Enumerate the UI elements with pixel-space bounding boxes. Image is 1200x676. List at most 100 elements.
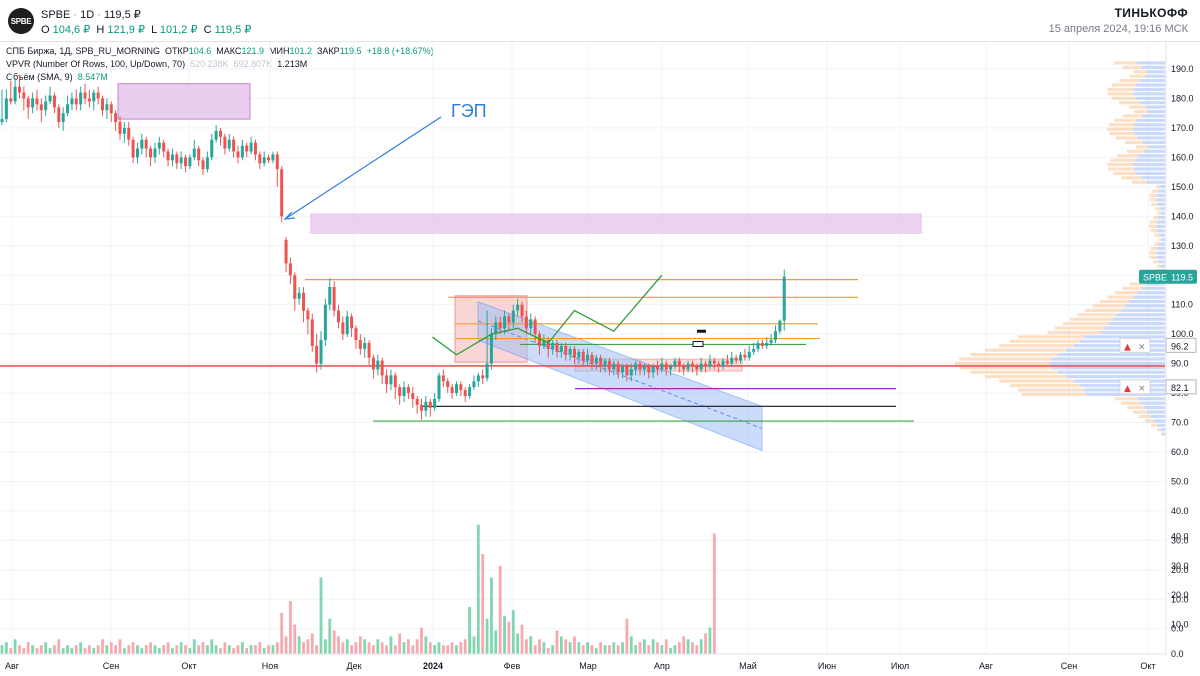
vp-down-bar bbox=[1133, 410, 1148, 414]
volume-tick-label: 20.0 bbox=[1171, 590, 1189, 600]
candle-body bbox=[669, 366, 673, 370]
legend-volume[interactable]: Объём (SMA, 9) 8.547M bbox=[6, 72, 108, 82]
volume-bar bbox=[337, 636, 340, 654]
price-tick-label: 130.0 bbox=[1171, 241, 1194, 251]
candle-body bbox=[223, 136, 227, 149]
candle-body bbox=[572, 348, 576, 358]
vp-down-bar bbox=[1135, 145, 1150, 149]
candle-body bbox=[481, 375, 485, 379]
candle-body bbox=[446, 381, 450, 388]
price-tick-label: 40.0 bbox=[1171, 506, 1189, 516]
candle-body bbox=[57, 107, 61, 123]
vp-up-bar bbox=[1159, 207, 1165, 211]
candle-body bbox=[170, 154, 174, 161]
vp-down-bar bbox=[1107, 92, 1134, 96]
interval[interactable]: 1D bbox=[80, 9, 95, 21]
volume-bar bbox=[18, 645, 21, 654]
vp-up-bar bbox=[1138, 154, 1165, 158]
volume-bar bbox=[638, 642, 642, 654]
price-tick-label: 0.0 bbox=[1171, 624, 1184, 634]
vp-down-bar bbox=[1017, 335, 1084, 339]
vp-up-bar bbox=[1137, 397, 1165, 401]
low-label: L bbox=[151, 24, 157, 36]
candle-body bbox=[717, 363, 721, 367]
symbol[interactable]: SPBE bbox=[41, 9, 71, 21]
candle-body bbox=[319, 340, 323, 364]
candle-body bbox=[546, 340, 550, 349]
vp-up-bar bbox=[1133, 127, 1165, 131]
volume-bar bbox=[88, 645, 91, 654]
candle-body bbox=[747, 351, 751, 358]
candle-body bbox=[179, 157, 183, 164]
ohlc-line: O 104,6 ₽ H 121,9 ₽ L 101,2 ₽ C 119,5 ₽ bbox=[41, 23, 251, 36]
volume-bar bbox=[485, 618, 489, 654]
volume-bar bbox=[407, 639, 410, 654]
time-axis[interactable]: Авг Сен Окт Ноя Дек 2024 Фев Мар Апр Май Июн Июл Авг… bbox=[0, 653, 1166, 671]
volume-bar bbox=[39, 645, 43, 654]
alert-close-icon: × bbox=[1138, 384, 1146, 394]
vp-down-bar bbox=[1122, 286, 1142, 290]
vp-down-bar bbox=[1151, 202, 1158, 206]
candle-body bbox=[135, 148, 139, 158]
candle-body bbox=[66, 104, 70, 114]
candle-body bbox=[450, 387, 454, 394]
vp-down-bar bbox=[1100, 299, 1130, 304]
volume-bar bbox=[411, 645, 415, 654]
volume-bar bbox=[389, 636, 393, 654]
vp-up-bar bbox=[1135, 83, 1165, 87]
time-tick-label: Май bbox=[739, 661, 757, 671]
volume-bar bbox=[507, 621, 511, 654]
volume-bar bbox=[236, 645, 240, 654]
volume-bar bbox=[503, 615, 506, 654]
vp-down-bar bbox=[1114, 118, 1138, 122]
candle-body bbox=[656, 366, 659, 370]
vp-down-bar bbox=[1115, 291, 1138, 295]
candle-body bbox=[122, 127, 126, 134]
volume-bar bbox=[599, 642, 603, 654]
vp-down-bar bbox=[1109, 132, 1135, 136]
vp-up-bar bbox=[1147, 109, 1165, 114]
legend-vpvr[interactable]: VPVR (Number Of Rows, 100, Up/Down, 70) … bbox=[6, 59, 307, 69]
candle-body bbox=[607, 360, 611, 370]
candle-body bbox=[205, 157, 209, 170]
candle-body bbox=[411, 393, 415, 399]
vp-down-bar bbox=[1157, 428, 1161, 432]
volume-bar bbox=[590, 645, 594, 654]
legend-main-series[interactable]: СПБ Биржа, 1Д, SPB_RU_MORNING ОТКР104.6 … bbox=[6, 46, 434, 56]
volume-bar bbox=[210, 639, 214, 654]
vp-down-bar bbox=[1108, 167, 1134, 171]
candle-body bbox=[70, 98, 74, 105]
legend-vpvr-name: VPVR (Number Of Rows, 100, Up/Down, 70) bbox=[6, 59, 186, 69]
vp-down-bar bbox=[1121, 176, 1141, 180]
candle-body bbox=[586, 354, 590, 361]
volume-bar bbox=[621, 642, 624, 654]
candle-body bbox=[280, 169, 284, 217]
candle-body bbox=[507, 316, 511, 323]
volume-bar bbox=[415, 639, 419, 654]
candle-body bbox=[371, 357, 375, 370]
vp-up-bar bbox=[1049, 361, 1165, 365]
candle-body bbox=[350, 316, 354, 329]
vp-up-bar bbox=[1133, 295, 1165, 299]
candle-body bbox=[149, 148, 153, 158]
volume-bar bbox=[350, 645, 353, 654]
vp-up-bar bbox=[1157, 189, 1165, 193]
candle-body bbox=[35, 98, 39, 105]
candle-body bbox=[511, 310, 515, 323]
candle-body bbox=[529, 319, 533, 329]
volume-bar bbox=[533, 645, 537, 654]
volume-bar bbox=[319, 577, 323, 654]
candle-body bbox=[765, 342, 769, 346]
price-chart[interactable]: ГЭП 190.0 180.0 170.0 160.0 150.0 140.0 130.0 1… bbox=[0, 42, 1200, 676]
volume-bar bbox=[393, 645, 397, 654]
vp-up-bar bbox=[1083, 335, 1165, 339]
volume-bar bbox=[634, 645, 638, 654]
vp-up-bar bbox=[1158, 260, 1165, 264]
vp-down-bar bbox=[1156, 185, 1161, 189]
candle-body bbox=[433, 398, 437, 408]
volume-bar bbox=[127, 645, 131, 654]
candle-body bbox=[166, 151, 170, 161]
volume-bar bbox=[341, 642, 345, 654]
time-tick-label: Апр bbox=[654, 661, 670, 671]
candle-body bbox=[31, 98, 35, 108]
